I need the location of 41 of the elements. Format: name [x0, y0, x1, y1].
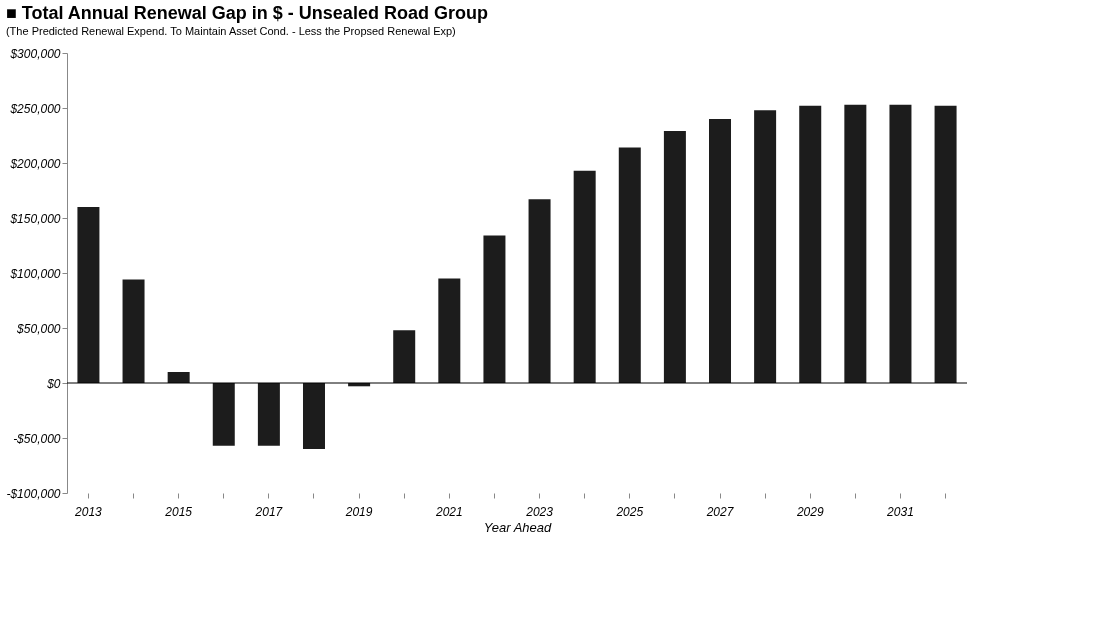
y-tick-label: $250,000 — [9, 101, 61, 116]
y-tick-label: $150,000 — [9, 211, 61, 226]
x-tick-label: 2029 — [795, 504, 824, 519]
chart-title: ■ Total Annual Renewal Gap in $ - Unsealed Road Group — [5, 3, 488, 23]
x-tick-label: 2021 — [434, 504, 463, 519]
y-tick-label: $100,000 — [9, 266, 61, 281]
bar — [393, 330, 416, 383]
bar — [844, 104, 867, 383]
bar — [167, 372, 190, 383]
bar — [934, 105, 957, 383]
bar — [528, 199, 551, 383]
x-axis-title: Year Ahead — [483, 519, 552, 535]
x-tick-label: 2025 — [615, 504, 644, 519]
bar — [709, 119, 732, 383]
y-tick-label: $300,000 — [9, 46, 61, 61]
x-tick-label: 2013 — [74, 504, 103, 519]
bar — [257, 383, 280, 446]
bar — [302, 383, 325, 449]
bar — [122, 279, 145, 383]
x-tick-label: 2015 — [164, 504, 193, 519]
bar — [799, 105, 822, 383]
y-tick-label: $200,000 — [9, 156, 61, 171]
bar — [212, 383, 235, 446]
x-tick-label: 2027 — [705, 504, 735, 519]
bar — [889, 104, 912, 383]
x-tick-label: 2019 — [344, 504, 373, 519]
bar — [618, 147, 641, 383]
y-tick-label: $50,000 — [16, 321, 61, 336]
bar — [573, 170, 596, 383]
x-tick-label: 2017 — [254, 504, 284, 519]
bar — [754, 110, 777, 383]
y-tick-label: -$100,000 — [6, 486, 61, 501]
bar — [663, 131, 686, 383]
y-tick-label: -$50,000 — [13, 431, 61, 446]
x-tick-label: 2031 — [886, 504, 914, 519]
bar — [438, 278, 461, 383]
bar — [77, 207, 100, 383]
x-tick-label: 2023 — [525, 504, 554, 519]
y-tick-label: $0 — [46, 376, 61, 391]
bar — [483, 235, 506, 383]
chart-subtitle: (The Predicted Renewal Expend. To Maintain Asset Cond. - Less the Propsed Renewal Exp) — [5, 25, 456, 37]
